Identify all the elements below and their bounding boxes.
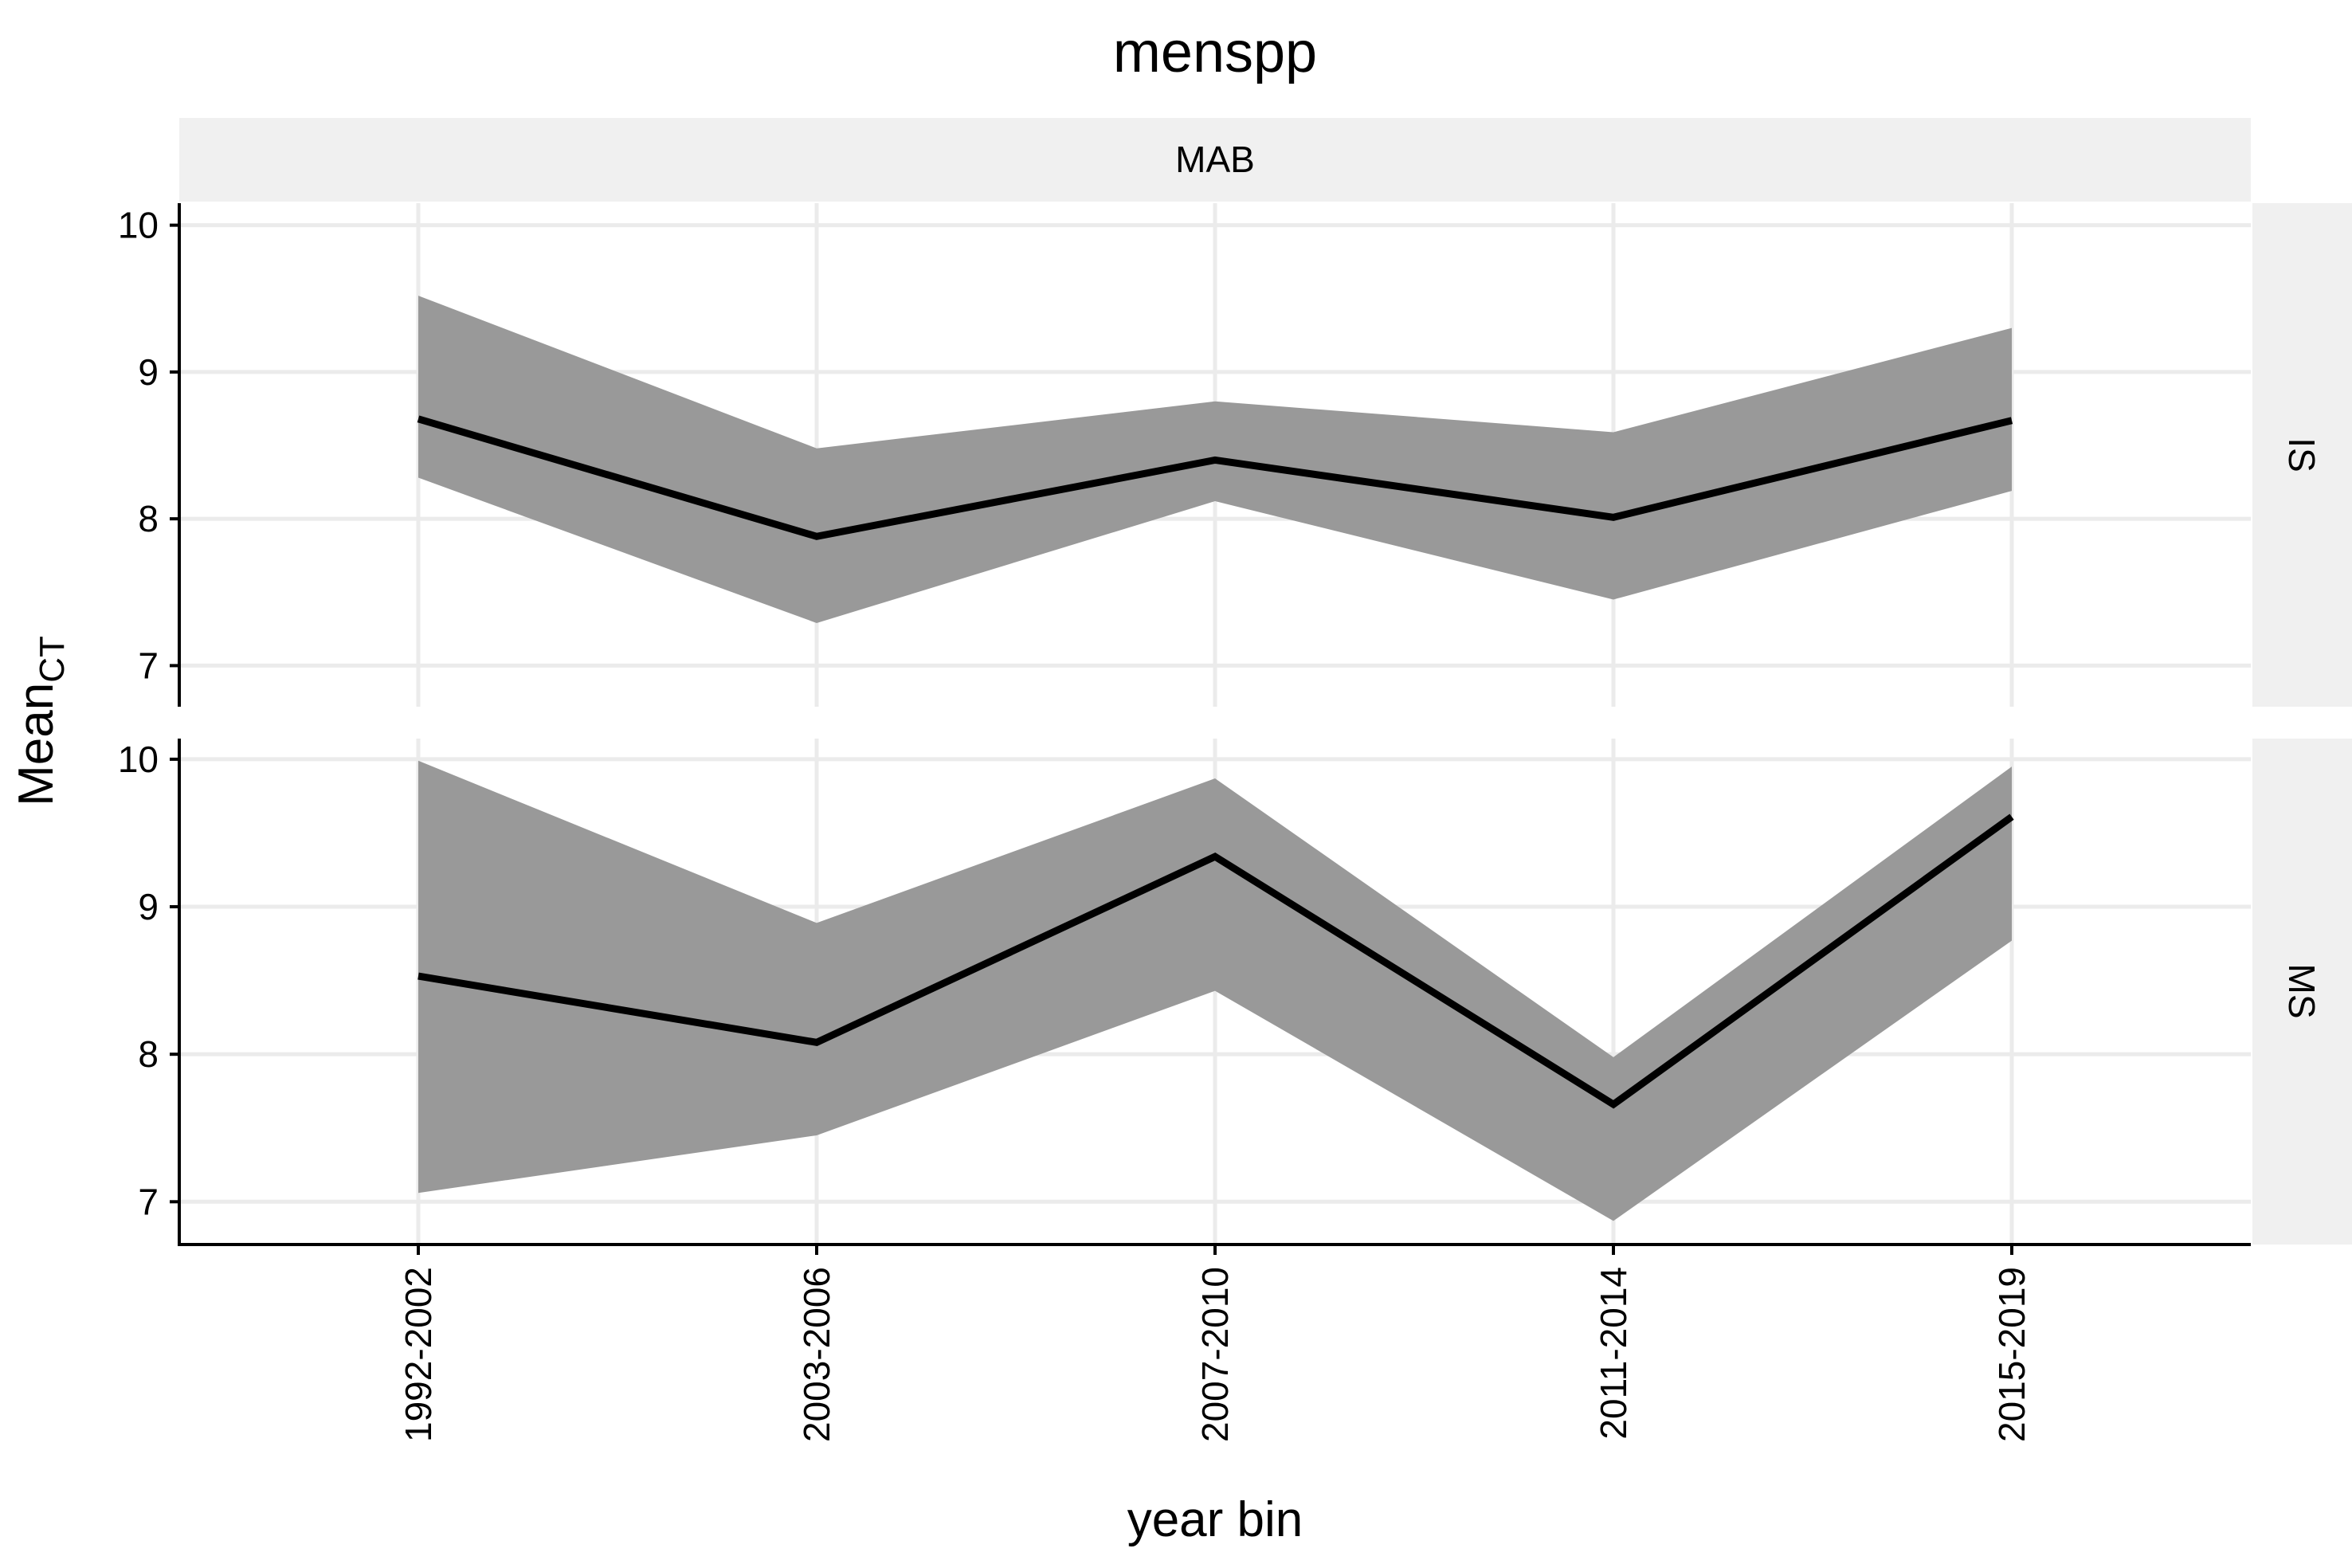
y-axis-title-subscript: CT (33, 636, 72, 683)
x-tick-label-3: 2011-2014 (1593, 1267, 1634, 1440)
y-tick-label-top-1: 8 (138, 498, 159, 539)
x-ticks: 1992-2002 2003-2006 2007-2010 2011-2014 2015… (398, 1245, 2033, 1442)
row-strip-label-bottom: MS (2281, 964, 2323, 1019)
column-strip-label: MAB (1175, 139, 1255, 180)
y-axis-title: MeanCT (9, 636, 72, 806)
x-tick-label-1: 2003-2006 (796, 1267, 837, 1442)
y-tick-label-bottom-0: 7 (138, 1181, 159, 1222)
x-tick-label-0: 1992-2002 (398, 1267, 439, 1442)
panel-bottom: 7 8 9 10 MS (118, 739, 2352, 1245)
row-strip-bottom (2252, 739, 2352, 1245)
x-tick-label-2: 2007-2010 (1194, 1267, 1236, 1442)
x-axis-title: year bin (1127, 1492, 1303, 1547)
column-strip (179, 118, 2251, 202)
y-tick-label-top-3: 10 (118, 205, 159, 246)
y-ticks-top: 7 8 9 10 (118, 205, 179, 686)
y-tick-label-top-0: 7 (138, 645, 159, 686)
chart-title: menspp (1113, 21, 1317, 84)
row-strip-label-top: IS (2281, 437, 2323, 472)
y-tick-label-bottom-3: 10 (118, 739, 159, 780)
y-axis-title-main: Mean (9, 683, 64, 806)
y-tick-label-bottom-2: 9 (138, 886, 159, 927)
y-tick-label-bottom-1: 8 (138, 1033, 159, 1075)
lines-bottom (417, 813, 2014, 1109)
lines-top (417, 415, 2013, 540)
row-strip-top (2252, 203, 2352, 707)
panel-top: 7 8 9 10 IS (118, 203, 2352, 707)
y-ticks-bottom: 7 8 9 10 (118, 739, 179, 1222)
x-tick-label-4: 2015-2019 (1991, 1267, 2033, 1442)
y-tick-label-top-2: 9 (138, 351, 159, 393)
